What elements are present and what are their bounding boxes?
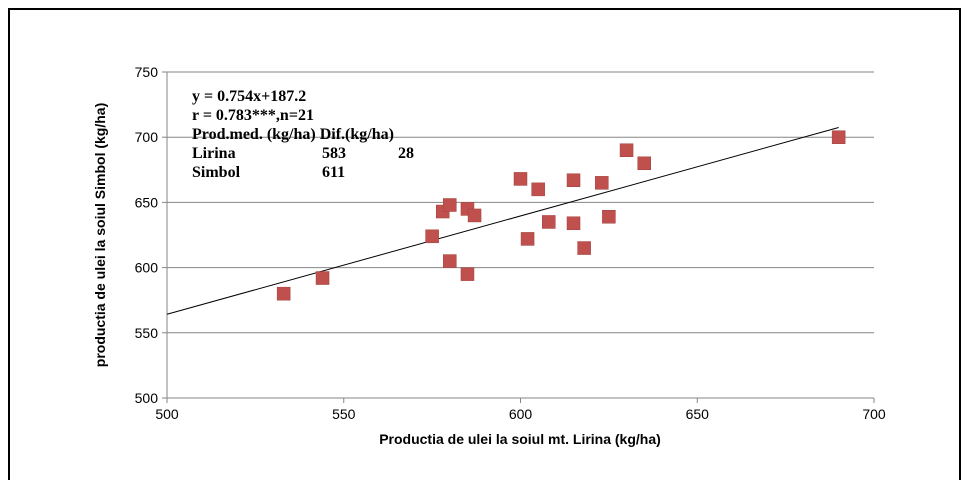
x-tick-label: 650 (686, 406, 710, 422)
data-point (620, 144, 633, 157)
data-point (567, 174, 580, 187)
data-point (461, 268, 474, 281)
annotation-row-name: Lirina (192, 145, 236, 162)
annotation-row-name: Simbol (192, 164, 241, 181)
data-point (443, 255, 456, 268)
data-point (532, 183, 545, 196)
annotation-row-prod: 583 (322, 145, 346, 162)
data-point (443, 199, 456, 212)
data-point (316, 272, 329, 285)
y-tick-labels: 500 550 600 650 700 750 (135, 64, 159, 406)
data-point (426, 230, 439, 243)
regression-annotation: y = 0.754x+187.2 r = 0.783***,n=21 Prod.… (192, 88, 414, 181)
data-point (832, 131, 845, 144)
y-tick-label: 650 (135, 194, 159, 210)
y-tick-label: 750 (135, 64, 159, 80)
data-point (595, 176, 608, 189)
x-tick-label: 700 (862, 406, 886, 422)
data-points (277, 131, 845, 300)
annotation-table-header: Prod.med. (kg/ha) Dif.(kg/ha) (192, 126, 394, 143)
annotation-row-prod: 611 (322, 164, 345, 181)
data-point (567, 217, 580, 230)
data-point (468, 209, 481, 222)
x-tick-label: 600 (509, 406, 533, 422)
x-tick-label: 500 (155, 406, 179, 422)
trendline-group (167, 127, 839, 314)
data-point (638, 157, 651, 170)
data-point (521, 232, 534, 245)
data-point (514, 172, 527, 185)
x-axis-label: Productia de ulei la soiul mt. Lirina (k… (379, 431, 661, 447)
data-point (602, 210, 615, 223)
y-tick-label: 550 (135, 325, 159, 341)
x-tick-labels: 500 550 600 650 700 (155, 406, 886, 422)
data-point (542, 215, 555, 228)
annotation-equation: y = 0.754x+187.2 (192, 88, 306, 105)
y-tick-label: 500 (135, 390, 159, 406)
x-tick-label: 550 (332, 406, 356, 422)
data-point (578, 242, 591, 255)
data-point (277, 287, 290, 300)
annotation-correlation: r = 0.783***,n=21 (192, 107, 314, 124)
y-tick-label: 700 (135, 129, 159, 145)
y-axis-label: productia de ulei la soiul Simbol (kg/ha… (92, 103, 108, 367)
y-tick-label: 600 (135, 260, 159, 276)
trendline (167, 127, 839, 314)
annotation-row-dif: 28 (398, 145, 414, 162)
